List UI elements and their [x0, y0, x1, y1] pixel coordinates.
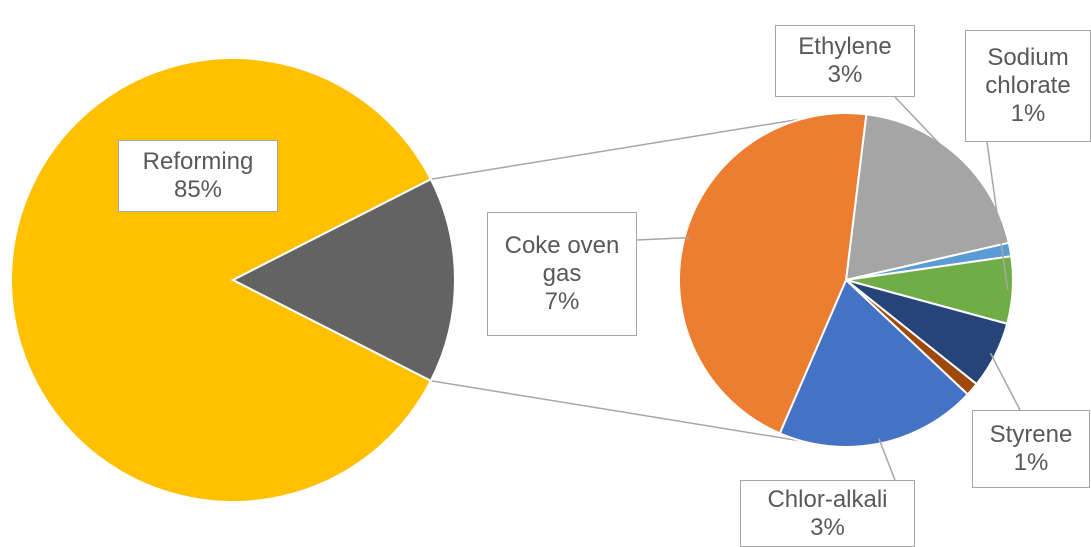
label-name: Ethylene	[798, 33, 892, 60]
label-name: Coke oven gas	[504, 232, 620, 287]
label-name: Reforming	[142, 148, 254, 175]
label-value: 1%	[1013, 449, 1049, 476]
pie-slice	[678, 112, 868, 435]
data-label: Chlor-alkali 3%	[740, 480, 915, 547]
data-label: Reforming 85%	[118, 140, 278, 212]
label-value: 3%	[827, 61, 863, 88]
connector-line	[430, 117, 803, 180]
label-value: 1%	[1010, 100, 1046, 127]
pie-slice	[230, 177, 456, 383]
label-value: 85%	[173, 176, 223, 203]
data-label: Styrene 1%	[972, 410, 1090, 488]
leader-line	[989, 352, 1021, 411]
label-name: Sodium chlorate	[985, 44, 1071, 99]
data-label: Sodium chlorate 1%	[965, 30, 1091, 142]
data-label: Ethylene 3%	[775, 25, 915, 97]
pie-slice	[9, 57, 433, 503]
label-value: 7%	[544, 288, 580, 315]
leader-line	[986, 141, 1009, 290]
leader-line	[878, 438, 896, 481]
leader-line	[894, 96, 956, 161]
pie-slice	[778, 278, 970, 448]
label-name: Styrene	[989, 421, 1073, 448]
label-name: Chlor-alkali	[767, 485, 888, 513]
connector-line	[430, 380, 803, 443]
data-label: Coke oven gas 7%	[487, 212, 637, 336]
leader-line	[636, 236, 690, 241]
pie-slice	[844, 113, 1010, 282]
label-value: 3%	[810, 513, 845, 541]
